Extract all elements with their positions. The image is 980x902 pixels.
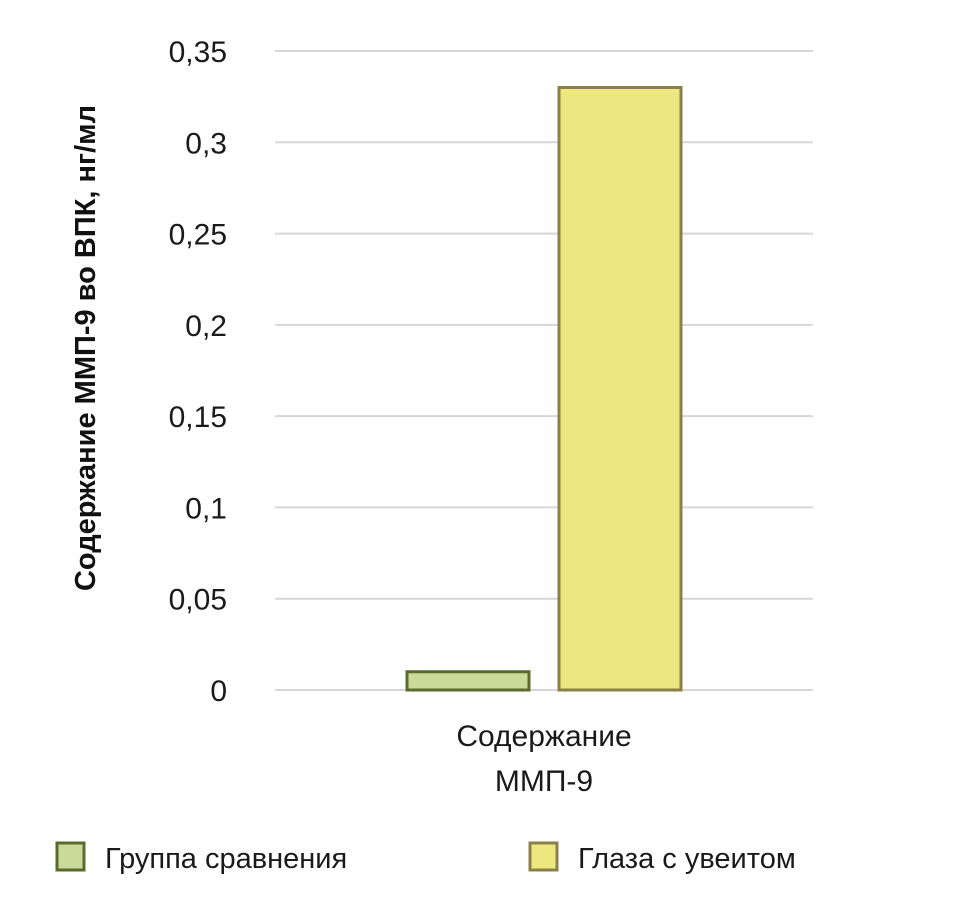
legend-swatch xyxy=(528,841,559,872)
y-tick-label: 0,15 xyxy=(169,401,227,434)
legend-label: Группа сравнения xyxy=(105,843,347,875)
y-tick-label: 0,3 xyxy=(185,127,227,160)
legend-item: Глаза с увеитом xyxy=(528,841,796,875)
gridlines xyxy=(275,50,813,691)
legend-swatch xyxy=(55,841,86,872)
legend-item: Группа сравнения xyxy=(55,841,347,875)
y-tick-label: 0 xyxy=(210,675,227,708)
y-tick-label: 0,25 xyxy=(169,219,227,252)
bar-comparison-group xyxy=(405,670,531,692)
y-tick-label: 0,35 xyxy=(169,36,227,69)
x-category-label: ММП-9 xyxy=(495,765,593,798)
y-tick-label: 0,1 xyxy=(185,492,227,525)
bars xyxy=(405,86,683,692)
y-axis-label: Содержание ММП-9 во ВПК, нг/мл xyxy=(70,105,102,591)
y-tick-label: 0,2 xyxy=(185,310,227,343)
bar-uveitis-eyes xyxy=(557,86,683,692)
y-axis-ticks: 0 0,05 0,1 0,15 0,2 0,25 0,3 0,35 xyxy=(169,36,227,708)
legend-label: Глаза с увеитом xyxy=(578,843,796,875)
x-axis-category-labels: Содержание ММП-9 xyxy=(456,720,631,798)
legend: Группа сравнения Глаза с увеитом xyxy=(55,841,796,875)
x-category-label: Содержание xyxy=(456,720,631,753)
y-tick-label: 0,05 xyxy=(169,584,227,617)
